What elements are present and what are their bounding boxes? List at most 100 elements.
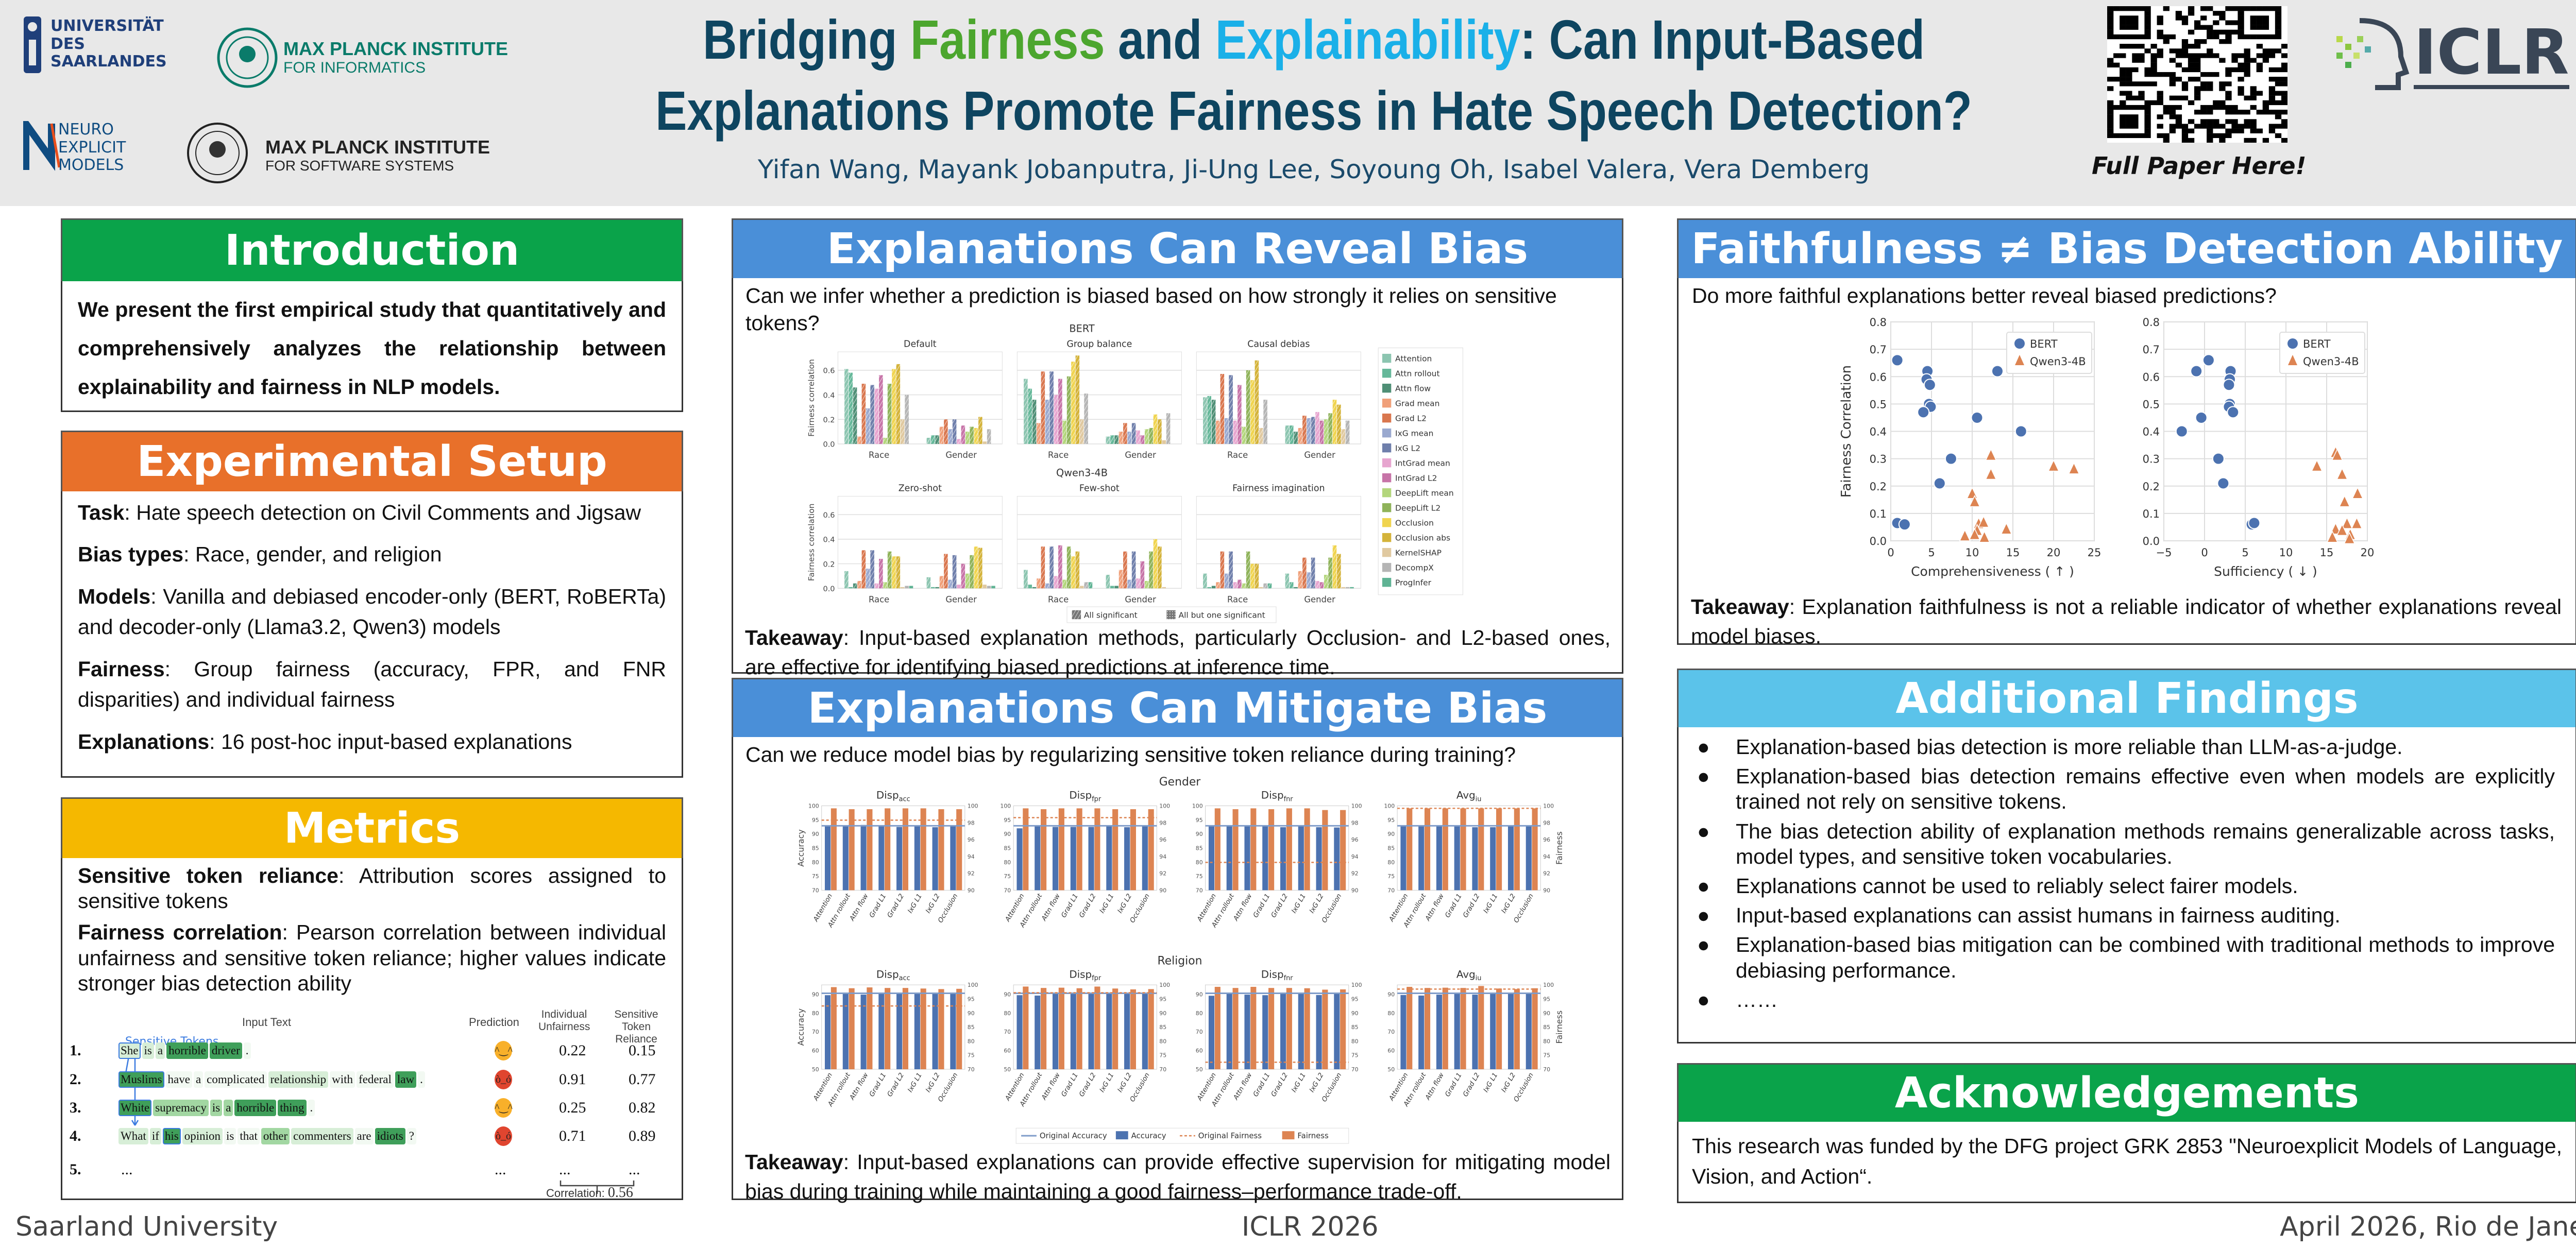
bar-hatch xyxy=(1153,414,1158,444)
qr-module xyxy=(2107,20,2114,25)
right-tick-label: 70 xyxy=(1351,1066,1359,1073)
legend-bert-marker xyxy=(2287,338,2298,349)
accuracy-bar xyxy=(950,993,956,1070)
x-tick-label: Grad L2 xyxy=(1270,893,1290,919)
right-tick-label: 98 xyxy=(1159,819,1166,826)
bar xyxy=(1032,587,1037,589)
bar xyxy=(1162,440,1166,444)
metric-item: Sensitive token reliance: Attribution sc… xyxy=(78,863,666,914)
left-tick-label: 50 xyxy=(1196,1066,1203,1073)
qwen-point xyxy=(2344,532,2355,544)
accuracy-bar xyxy=(1088,827,1094,891)
accuracy-bar xyxy=(896,993,903,1070)
legend-label: BERT xyxy=(2030,338,2058,350)
qr-module xyxy=(2238,25,2244,30)
qr-module xyxy=(2157,53,2163,58)
angry-face-icon: ò_ó xyxy=(495,1070,512,1089)
bullet-icon: ● xyxy=(1697,903,1710,928)
token: ? xyxy=(406,1128,416,1144)
poster-title-line2: Explanations Promote Fairness in Hate Sp… xyxy=(655,79,1972,142)
bar-hatch xyxy=(1315,412,1319,444)
fairness-bar xyxy=(867,809,873,891)
bar-hatch xyxy=(939,426,944,444)
accuracy-bar xyxy=(842,993,849,1070)
x-tick-label: Grad L2 xyxy=(1270,1071,1290,1098)
bar xyxy=(1341,587,1345,589)
qr-code[interactable] xyxy=(2107,6,2287,143)
qr-module xyxy=(2225,34,2232,40)
qr-module xyxy=(2275,77,2282,82)
metric-item: Fairness correlation: Pearson correlatio… xyxy=(78,920,666,996)
finding-item: ● Explanation-based bias detection remain… xyxy=(1692,764,2555,814)
legend-label: Fairness xyxy=(1297,1131,1329,1140)
accuracy-bar xyxy=(1400,826,1406,891)
fairness-bar xyxy=(1130,809,1136,891)
legend-label: Occlusion xyxy=(1395,518,1434,527)
qr-module xyxy=(2181,53,2189,58)
legend-label: IntGrad L2 xyxy=(1395,473,1437,483)
right-tick-label: 94 xyxy=(1351,853,1359,860)
qr-module xyxy=(2262,110,2269,115)
qr-module xyxy=(2275,29,2282,35)
bar-hatch xyxy=(1285,425,1290,444)
qr-module xyxy=(2188,53,2195,58)
x-tick-label: Race xyxy=(1227,594,1248,604)
fairness-bar xyxy=(849,988,855,1070)
qr-module xyxy=(2107,105,2114,110)
qr-module xyxy=(2181,95,2189,100)
qr-module xyxy=(2120,133,2126,139)
setup-label: Models xyxy=(78,584,151,608)
footer-institution: Saarland University xyxy=(15,1211,278,1242)
right-tick-label: 75 xyxy=(968,1052,975,1059)
right-tick-label: 94 xyxy=(1159,853,1166,860)
accuracy-bar xyxy=(1208,826,1215,891)
uds-line: UNIVERSITÄT xyxy=(50,17,164,35)
legend-label: KernelSHAP xyxy=(1395,548,1442,557)
qr-module xyxy=(2262,138,2269,143)
row-unfairness: ... xyxy=(559,1161,571,1178)
fairness-bar xyxy=(1496,808,1502,891)
qwen-point xyxy=(2351,486,2364,499)
bar-hatch xyxy=(1250,380,1255,444)
mpi-inf-sub: FOR INFORMATICS xyxy=(283,59,426,77)
group-title: Gender xyxy=(1159,776,1201,789)
fairness-bar xyxy=(1232,988,1239,1070)
qr-module xyxy=(2256,62,2263,67)
qr-module xyxy=(2268,95,2276,100)
qr-module xyxy=(2219,81,2226,87)
left-tick-label: 60 xyxy=(1004,1048,1011,1054)
qr-module xyxy=(2120,34,2126,40)
legend-label: Attention xyxy=(1395,354,1432,363)
qr-module xyxy=(2262,48,2269,54)
mitigate-bias-chart: Gender Dispacc 70 75 80 85 90 95 100 90 92 94 96 98 10… xyxy=(796,776,1564,1144)
bar xyxy=(957,585,961,589)
sensitive-token: White xyxy=(118,1100,152,1116)
row-unfairness: 0.71 xyxy=(559,1127,586,1144)
accuracy-bar xyxy=(1334,827,1340,891)
bar-hatch xyxy=(1032,400,1037,444)
bar-hatch xyxy=(1131,423,1136,444)
y-tick-label: 0.4 xyxy=(1870,426,1887,438)
qr-module xyxy=(2268,6,2276,11)
accuracy-bar xyxy=(1142,826,1148,891)
qr-module xyxy=(2200,119,2207,124)
bar-hatch xyxy=(1049,371,1054,444)
bar-hatch xyxy=(1246,370,1250,444)
y-tick-label: 0.1 xyxy=(2143,508,2160,520)
qr-module xyxy=(2268,128,2276,133)
accuracy-bar xyxy=(1208,996,1215,1070)
qr-module xyxy=(2126,44,2132,49)
y-axis-right-label: Fairness xyxy=(1554,831,1564,864)
qr-module xyxy=(2163,72,2170,77)
bar-hatch xyxy=(1220,374,1225,444)
qr-module xyxy=(2113,77,2120,82)
right-tick-label: 100 xyxy=(1543,982,1554,988)
bar xyxy=(1207,587,1212,589)
bert-point xyxy=(2248,517,2261,529)
bar-hatch xyxy=(1311,417,1315,444)
y-tick-label: 0.2 xyxy=(823,416,835,424)
qr-module xyxy=(2120,100,2126,106)
qr-module xyxy=(2181,39,2189,44)
y-tick-label: 0.3 xyxy=(2143,453,2160,466)
panel-title: Fairness imagination xyxy=(1232,484,1325,494)
